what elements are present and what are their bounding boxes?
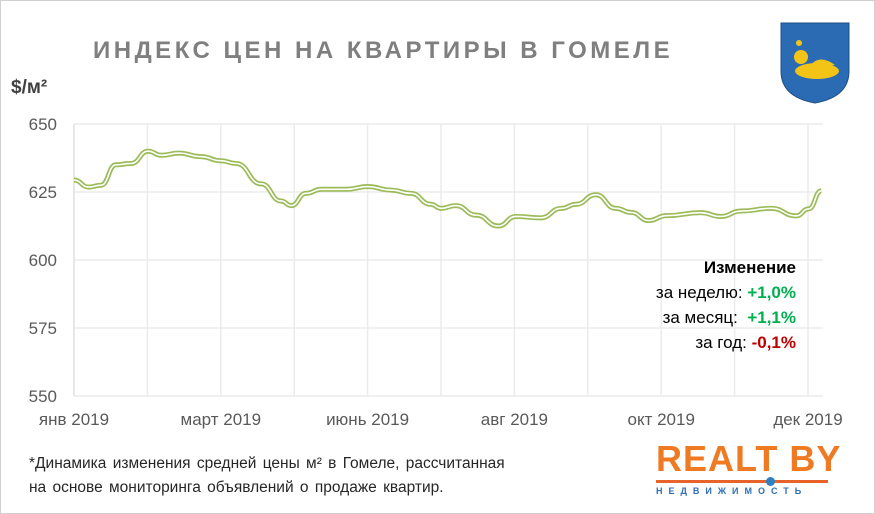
chart-title: ИНДЕКС ЦЕН НА КВАРТИРЫ В ГОМЕЛЕ [93, 37, 674, 64]
logo-subtitle: НЕДВИЖИМОСТЬ [656, 486, 808, 496]
month-value: +1,1% [747, 308, 796, 327]
x-tick-label: авг 2019 [481, 410, 548, 429]
week-label: за неделю: [655, 283, 743, 302]
x-tick-label: янв 2019 [39, 410, 109, 429]
week-change: за неделю: +1,0% [656, 280, 796, 305]
changes-box: Изменение за неделю: +1,0% за месяц: +1,… [656, 255, 796, 355]
y-axis-unit: $/м² [11, 77, 48, 98]
logo-text: REALT BY [656, 438, 842, 479]
price-line-inner [73, 150, 822, 227]
x-tick-label: июнь 2019 [326, 410, 409, 429]
footnote-line-1: *Динамика изменения средней цены м² в Го… [29, 455, 505, 472]
footnote: *Динамика изменения средней цены м² в Го… [29, 452, 505, 500]
logo-bar [656, 477, 828, 486]
week-value: +1,0% [747, 283, 796, 302]
footnote-line-2: на основе мониторинга объявлений о прода… [29, 479, 444, 496]
month-change: за месяц: +1,1% [656, 305, 796, 330]
line-chart: 550 575 600 625 650 янв 2019 март 2019 июнь 201… [29, 115, 843, 429]
y-tick-label: 650 [29, 115, 57, 134]
logo-dot [766, 477, 775, 486]
x-tick-label: март 2019 [181, 410, 262, 429]
y-tick-label: 625 [29, 183, 57, 202]
year-label: за год: [695, 333, 747, 352]
y-tick-label: 550 [29, 387, 57, 406]
month-label: за месяц: [662, 308, 738, 327]
x-tick-label: дек 2019 [773, 410, 842, 429]
year-change: за год: -0,1% [656, 330, 796, 355]
realt-logo[interactable]: REALT BY НЕДВИЖИМОСТЬ [656, 438, 842, 497]
x-tick-label: окт 2019 [627, 410, 694, 429]
y-tick-label: 575 [29, 319, 57, 338]
year-value: -0,1% [751, 333, 796, 352]
changes-heading: Изменение [703, 258, 796, 277]
y-tick-label: 600 [29, 251, 57, 270]
coat-of-arms-icon [780, 22, 850, 104]
